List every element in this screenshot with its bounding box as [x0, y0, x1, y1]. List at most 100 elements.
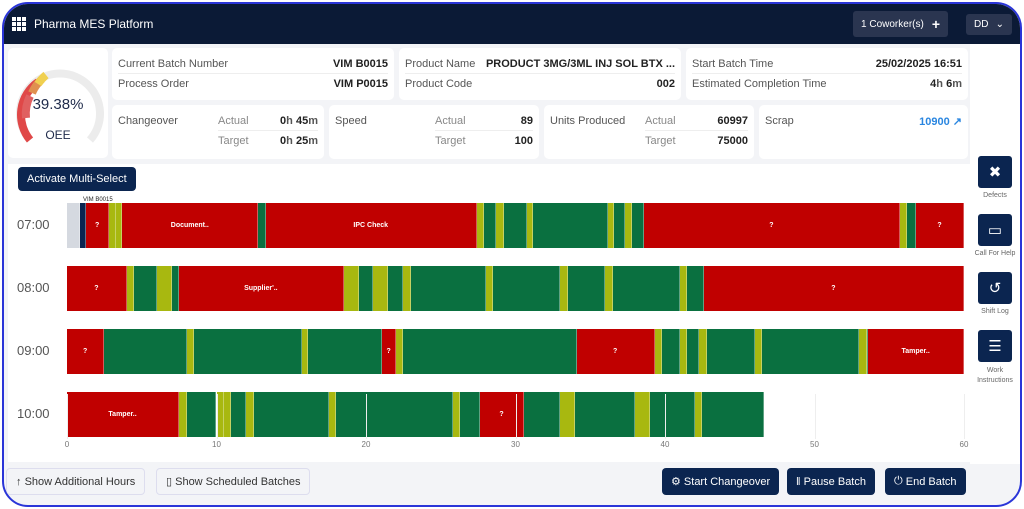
show-additional-hours-button[interactable]: ↑ Show Additional Hours — [6, 468, 146, 495]
timeline-segment-stop[interactable]: Tamper.. — [67, 392, 180, 437]
timeline-segment-minor[interactable] — [403, 266, 411, 311]
timeline-segment-run[interactable] — [388, 266, 404, 311]
timeline-segment-stop[interactable]: Supplier'.. — [179, 266, 344, 311]
timeline-segment-minor[interactable] — [679, 266, 688, 311]
timeline-segment-run[interactable] — [460, 392, 480, 437]
timeline-segment-minor[interactable] — [527, 203, 534, 248]
timeline-segment-minor[interactable] — [108, 203, 117, 248]
timeline-segment-stop[interactable]: ? — [703, 266, 964, 311]
timeline-segment-run[interactable] — [484, 203, 497, 248]
coworkers-button[interactable]: 1 Coworker(s) + — [853, 11, 948, 37]
timeline-segment-minor[interactable] — [679, 329, 688, 374]
scrap-link[interactable]: 10900 ↗ — [919, 115, 962, 128]
timeline-segment-run[interactable] — [524, 392, 561, 437]
timeline-segment-minor[interactable] — [186, 329, 195, 374]
timeline-segment-minor[interactable] — [373, 266, 389, 311]
timeline-segment-minor[interactable] — [560, 266, 568, 311]
timeline-segment-minor[interactable] — [328, 392, 337, 437]
timeline-segment-minor[interactable] — [452, 392, 461, 437]
timeline-segment-minor[interactable] — [899, 203, 908, 248]
timeline-segment-minor[interactable] — [694, 392, 703, 437]
timeline-segment-run[interactable] — [702, 392, 764, 437]
timeline-segment-stop[interactable]: IPC Check — [265, 203, 477, 248]
timeline-segment-minor[interactable] — [654, 329, 662, 374]
timeline-segment-minor[interactable] — [116, 203, 123, 248]
timeline-segment-stop[interactable]: ? — [479, 392, 525, 437]
timeline-segment-run[interactable] — [186, 392, 217, 437]
show-scheduled-batches-button[interactable]: ▯ Show Scheduled Batches — [156, 468, 311, 495]
timeline-segment-run[interactable] — [258, 203, 266, 248]
timeline-segment-minor[interactable] — [476, 203, 485, 248]
timeline-segment-minor[interactable] — [608, 203, 615, 248]
apps-grid-icon[interactable] — [12, 17, 26, 31]
show-additional-hours-label: Show Additional Hours — [24, 475, 136, 488]
timeline-segment-stop[interactable]: ? — [86, 203, 109, 248]
timeline-segment-run[interactable] — [253, 392, 329, 437]
timeline-segment-run[interactable] — [493, 266, 561, 311]
x-tick-label: 60 — [959, 440, 969, 449]
timeline-segment-run[interactable] — [687, 266, 704, 311]
timeline-segment-run[interactable] — [612, 266, 680, 311]
timeline-segment-minor[interactable] — [635, 392, 651, 437]
timeline-segment-minor[interactable] — [496, 203, 504, 248]
timeline-segment-run[interactable] — [632, 203, 645, 248]
timeline-segment-stop[interactable]: ? — [382, 329, 396, 374]
work-instructions-button[interactable]: ☰ — [978, 330, 1012, 362]
timeline-segment-run[interactable] — [194, 329, 302, 374]
timeline-segment-batch[interactable] — [80, 203, 87, 248]
timeline-segment-minor[interactable] — [754, 329, 763, 374]
timeline-segment-minor[interactable] — [223, 392, 232, 437]
timeline-segment-minor[interactable] — [301, 329, 308, 374]
timeline-segment-stop[interactable]: ? — [67, 266, 127, 311]
timeline-segment-run[interactable] — [171, 266, 180, 311]
timeline-segment-minor[interactable] — [179, 392, 187, 437]
timeline-segment-minor[interactable] — [624, 203, 633, 248]
timeline-segment-minor[interactable] — [859, 329, 867, 374]
timeline-segment-minor[interactable] — [395, 329, 404, 374]
timeline-segment-stop[interactable]: ? — [576, 329, 655, 374]
timeline-segment-run[interactable] — [307, 329, 383, 374]
timeline-segment-stop[interactable]: ? — [67, 329, 105, 374]
timeline-segment-run[interactable] — [662, 329, 680, 374]
timeline-segment-run[interactable] — [575, 392, 636, 437]
timeline-segment-run[interactable] — [358, 266, 374, 311]
timeline-segment-run[interactable] — [503, 203, 528, 248]
timeline-segment-stop[interactable]: ? — [916, 203, 964, 248]
timeline-segment-run[interactable] — [134, 266, 157, 311]
start-changeover-button[interactable]: ⚙ Start Changeover — [662, 468, 780, 495]
activate-multi-select-button[interactable]: Activate Multi-Select — [18, 167, 136, 191]
timeline-segment-minor[interactable] — [216, 392, 224, 437]
pause-batch-button[interactable]: ‖ Pause Batch — [787, 468, 875, 495]
timeline-segment-run[interactable] — [231, 392, 247, 437]
timeline-segment-run[interactable] — [614, 203, 625, 248]
shift-log-button[interactable]: ↺ — [978, 272, 1012, 304]
timeline-segment-run[interactable] — [687, 329, 700, 374]
call-for-help-button[interactable]: ▭ — [978, 214, 1012, 246]
timeline-segment-minor[interactable] — [605, 266, 613, 311]
timeline-segment-run[interactable] — [533, 203, 609, 248]
defects-button[interactable]: ✖ — [978, 156, 1012, 188]
timeline-segment-minor[interactable] — [156, 266, 172, 311]
timeline-segment-run[interactable] — [762, 329, 860, 374]
timeline-segment-run[interactable] — [410, 266, 486, 311]
timeline-segment-minor[interactable] — [246, 392, 254, 437]
timeline-segment-run[interactable] — [706, 329, 755, 374]
timeline-segment-stop[interactable]: Document.. — [122, 203, 259, 248]
timeline-segment-run[interactable] — [866, 329, 869, 374]
timeline-segment-idle[interactable] — [67, 203, 81, 248]
timeline-segment-run[interactable] — [567, 266, 606, 311]
timeline-segment-run[interactable] — [104, 329, 187, 374]
timeline-segment-minor[interactable] — [699, 329, 707, 374]
user-menu[interactable]: DD ⌄ — [966, 13, 1012, 35]
end-batch-button[interactable]: ⏻ End Batch — [885, 468, 966, 495]
timeline-segment-run[interactable] — [650, 392, 695, 437]
timeline-segment-run[interactable] — [336, 392, 453, 437]
timeline-segment-run[interactable] — [907, 203, 917, 248]
timeline-segment-stop[interactable]: Tamper.. — [868, 329, 964, 374]
timeline-segment-minor[interactable] — [126, 266, 135, 311]
timeline-segment-minor[interactable] — [485, 266, 494, 311]
timeline-segment-minor[interactable] — [560, 392, 576, 437]
timeline-segment-run[interactable] — [403, 329, 577, 374]
timeline-segment-stop[interactable]: ? — [644, 203, 900, 248]
timeline-segment-minor[interactable] — [343, 266, 359, 311]
